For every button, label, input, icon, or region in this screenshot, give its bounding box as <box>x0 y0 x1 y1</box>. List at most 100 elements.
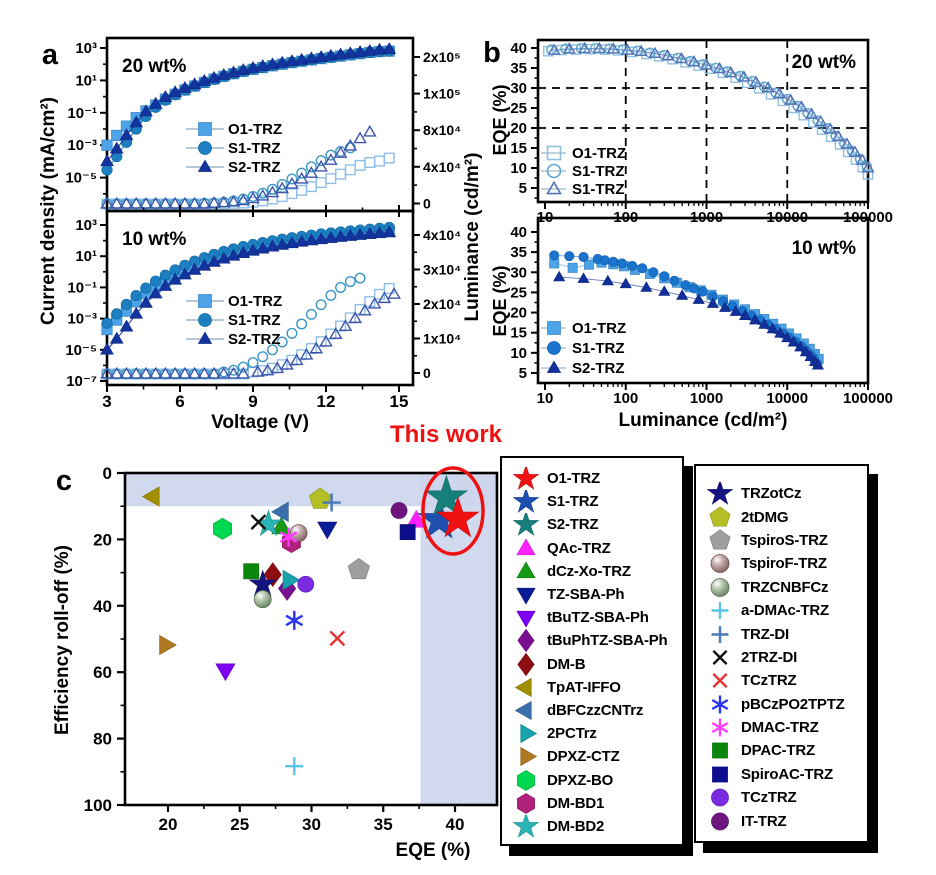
legend-item-QAc-TRZ: QAc-TRZ <box>502 537 682 560</box>
triangle-up-marker <box>119 196 134 209</box>
circle-marker <box>140 282 152 294</box>
x-tick-label: 6 <box>175 392 184 411</box>
circle-marker <box>276 336 288 348</box>
y-tick-label: 10 <box>510 160 527 177</box>
y-left-tick-label: 10³ <box>75 40 97 57</box>
square-marker <box>315 177 327 189</box>
legend-label: S1-TRZ <box>547 493 599 511</box>
point-2PCTrz <box>282 569 301 591</box>
square-marker <box>374 155 386 167</box>
triangle-up-marker <box>148 286 163 299</box>
legend-item-DMAC-TRZ: DMAC-TRZ <box>696 716 867 739</box>
triangle-up-marker <box>100 154 114 167</box>
point-QAc-TRZ <box>406 509 427 528</box>
circle-marker <box>547 341 561 355</box>
triangle-up-marker <box>255 188 270 201</box>
legend-label: TspiroS-TRZ <box>741 531 828 549</box>
legend-label: SpiroAC-TRZ <box>741 765 833 783</box>
y-right-tick-label: 2x10⁴ <box>423 296 461 312</box>
x-tick-label: 100000 <box>843 390 893 407</box>
triangle-up-marker <box>168 366 182 379</box>
legend-label: S1-TRZ <box>572 181 625 198</box>
star-marker <box>513 490 540 514</box>
legend-label: S1-TRZ <box>572 163 625 180</box>
plus-icon <box>711 625 729 643</box>
circle-marker <box>659 271 670 282</box>
triangle-up-marker <box>197 366 212 379</box>
triangle-up-marker <box>724 65 738 78</box>
legend-item-DM-B: DM-B <box>502 652 682 676</box>
triangle-up-marker <box>553 270 566 282</box>
circle-marker <box>711 812 729 831</box>
series-current-S2-TRZ <box>100 42 397 167</box>
square-marker <box>296 184 308 196</box>
triangle-up-marker <box>737 70 751 82</box>
circle-marker <box>266 183 278 195</box>
circle-marker <box>669 275 680 286</box>
point-DM-B <box>263 562 282 587</box>
subplot-tag: 20 wt% <box>122 56 187 77</box>
triangle-up-marker <box>280 357 294 370</box>
triangle-up-marker <box>706 297 719 308</box>
y-tick-label: 25 <box>510 100 527 117</box>
asterisk-icon <box>711 718 729 737</box>
legend-label: tBuTZ-SBA-Ph <box>547 609 649 627</box>
triangle-up-marker <box>855 153 869 165</box>
triangle-up-marker <box>546 180 562 195</box>
triangle-up-marker <box>516 561 536 578</box>
x-tick-label: 1000 <box>690 390 723 407</box>
triangle-up-marker <box>362 226 377 239</box>
triangle-up-marker <box>226 194 241 207</box>
circle-marker <box>608 256 619 267</box>
legend-item-tBuTZ-SBA-Ph: tBuTZ-SBA-Ph <box>502 606 682 629</box>
triangle-down-marker <box>516 611 536 628</box>
triangle-up-marker <box>314 232 329 245</box>
triangle-up-marker <box>811 358 825 370</box>
triangle-up-marker <box>363 124 377 137</box>
triangle-up-marker <box>275 237 290 250</box>
y-tick-label: 15 <box>510 140 527 157</box>
circle-icon <box>711 788 729 807</box>
triangle-up-marker <box>178 366 192 379</box>
legend-label: S2-TRZ <box>228 331 281 348</box>
square-icon <box>712 766 728 783</box>
legend-label: TRZotCz <box>741 485 802 503</box>
legend-label: O1-TRZ <box>547 470 600 488</box>
circle-marker <box>276 178 288 190</box>
legend-item-TRZCNBFCz: TRZCNBFCz <box>696 576 867 599</box>
triangle-up-marker <box>197 196 212 209</box>
circle-marker <box>325 289 337 301</box>
triangle-up-marker <box>823 122 837 134</box>
square-marker <box>286 188 298 200</box>
triangle-up-marker <box>217 195 231 208</box>
legend-label: DPXZ-CTZ <box>547 748 620 766</box>
triangle-up-marker <box>353 227 367 240</box>
legend-label: DM-BD1 <box>547 794 605 812</box>
triangle-up-marker <box>319 334 333 347</box>
legend-label: TpAT-IFFO <box>547 678 621 696</box>
triangle-up-marker <box>139 366 153 379</box>
plus-marker <box>711 625 729 643</box>
triangle-up-marker <box>168 85 183 98</box>
panel-a: 10³ 10¹ 10⁻¹ 10⁻³ 10⁻⁵ 2x10⁵ 1x10⁵ 8x10⁴ 4x10⁴ 0 O… <box>38 36 483 433</box>
triangle-up-marker <box>236 246 251 258</box>
triangle-up-marker <box>129 115 144 128</box>
point-TRZ-DI <box>322 493 341 512</box>
triangle-up-marker <box>304 233 319 246</box>
legend-label: IT-TRZ <box>741 812 787 830</box>
legend-item-TRZ-DI: TRZ-DI <box>696 622 867 645</box>
triangle-up-marker <box>661 49 675 61</box>
triangle-up-marker <box>382 225 397 238</box>
triangle-up-marker <box>692 293 705 304</box>
y-axis-title-right: Luminance (cd/m²) <box>462 153 483 322</box>
y-axis-title: EQE (%) <box>490 84 510 155</box>
y-right-tick-label: 0 <box>423 196 431 212</box>
triangle-up-marker <box>382 42 397 55</box>
diamond-marker <box>517 629 535 653</box>
triangle-up-marker <box>634 44 648 57</box>
legend-item-DPXZ-CTZ: DPXZ-CTZ <box>502 745 682 768</box>
x-axis-title: Voltage (V) <box>211 412 309 433</box>
triangle-up-marker <box>304 166 319 178</box>
